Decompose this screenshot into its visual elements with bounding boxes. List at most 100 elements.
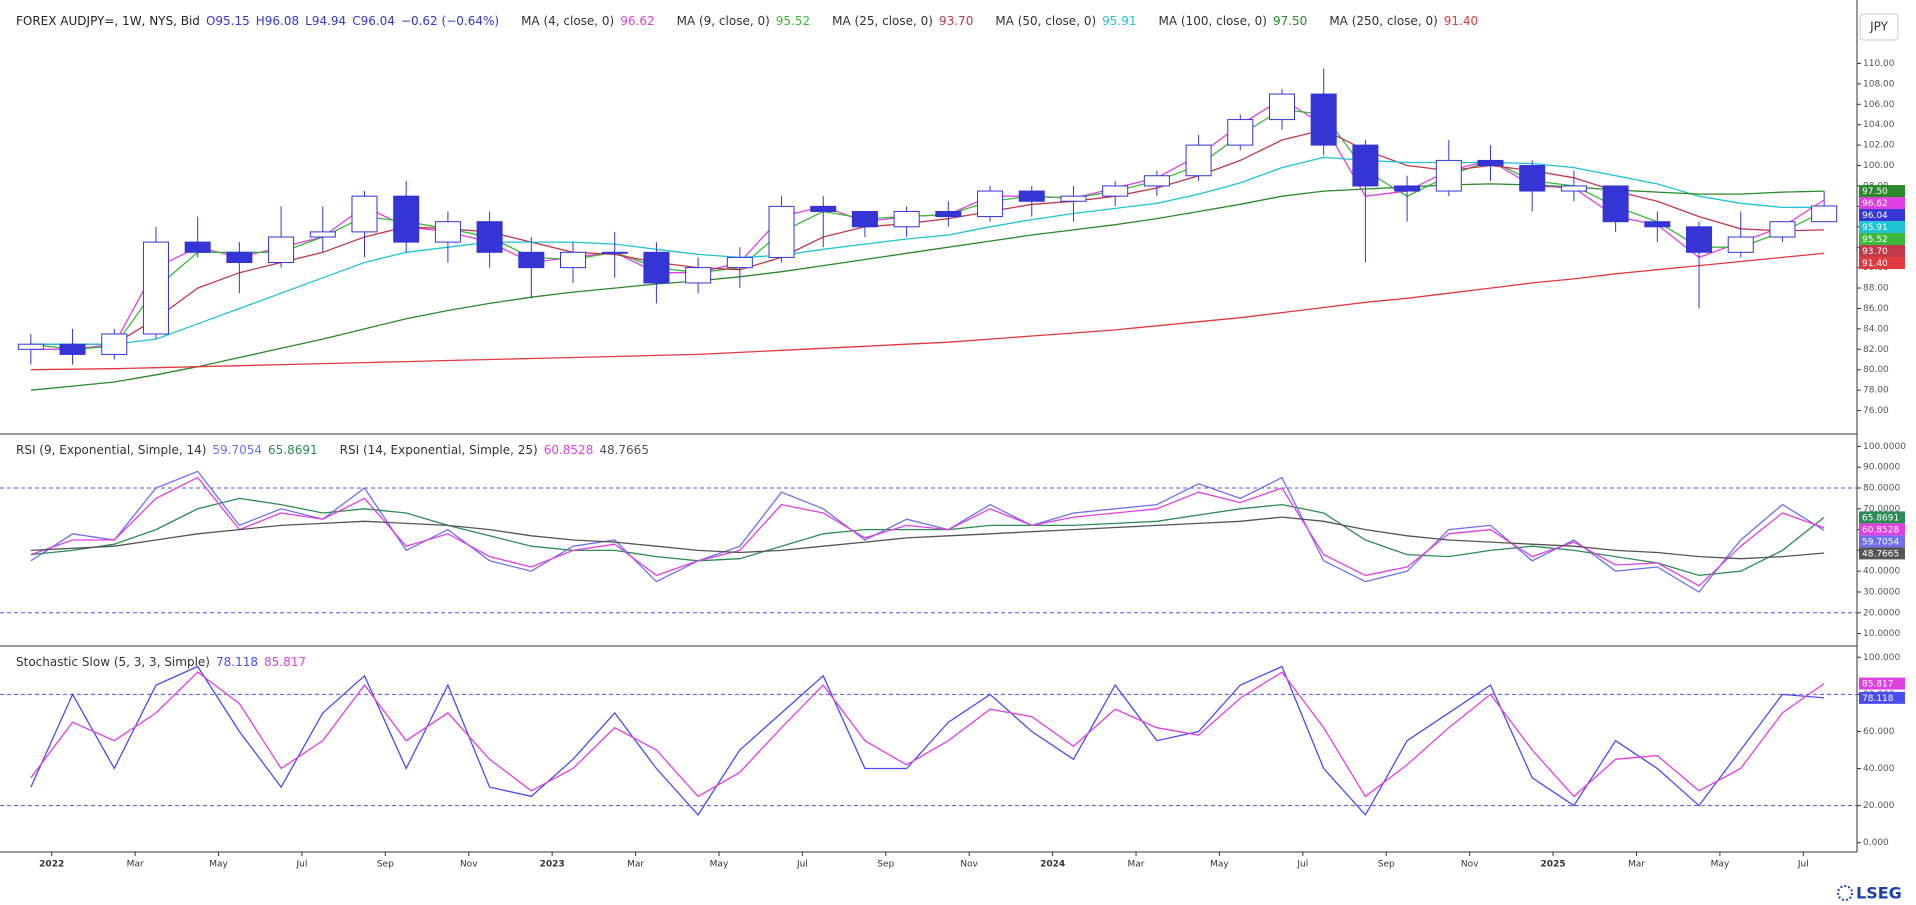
ohlc-label: L94.94 bbox=[305, 14, 347, 28]
last-value-box bbox=[1859, 185, 1905, 198]
last-value-box bbox=[1859, 547, 1905, 560]
legend-value: 95.52 bbox=[775, 14, 811, 28]
candle-body bbox=[476, 221, 503, 253]
x-tick-label: Jul bbox=[796, 860, 808, 870]
legend-value: 60.8528 bbox=[543, 443, 594, 457]
legend-value: 65.8691 bbox=[268, 443, 318, 457]
y-tick-label: 82.00 bbox=[1863, 345, 1889, 355]
brand-logo: LSEG bbox=[1837, 884, 1902, 903]
y-tick-label: 86.00 bbox=[1863, 304, 1889, 314]
y-tick-label: 90.0000 bbox=[1863, 463, 1900, 473]
candle-body bbox=[1268, 93, 1296, 121]
x-tick-label: Nov bbox=[960, 860, 978, 870]
x-tick-label: Mar bbox=[627, 860, 644, 870]
currency-button-label[interactable]: JPY bbox=[1869, 20, 1889, 34]
candle-body bbox=[1435, 159, 1462, 192]
x-tick-label: Sep bbox=[377, 860, 394, 870]
last-value-box bbox=[1859, 221, 1905, 234]
ohlc-label: H96.08 bbox=[255, 14, 300, 28]
y-tick-label: 100.000 bbox=[1863, 653, 1900, 663]
x-tick-label: Mar bbox=[1628, 860, 1645, 870]
x-tick-label: 2022 bbox=[39, 860, 64, 870]
candle-body bbox=[268, 236, 295, 264]
candle-body bbox=[1227, 119, 1254, 146]
candle-body bbox=[1143, 175, 1170, 187]
ohlc-label: O95.15 bbox=[205, 14, 250, 28]
candle-body bbox=[1185, 144, 1212, 177]
legend-value: 91.40 bbox=[1443, 14, 1479, 28]
x-tick-label: Jul bbox=[1797, 860, 1809, 870]
ohlc-label: C96.04 bbox=[352, 14, 395, 28]
last-value-label: 48.7665 bbox=[1862, 549, 1899, 559]
y-tick-label: 88.00 bbox=[1863, 284, 1889, 294]
indicator-line bbox=[30, 470, 1825, 593]
x-tick-label: 2024 bbox=[1040, 860, 1065, 870]
legend-name: RSI (9, Exponential, Simple, 14) bbox=[16, 443, 207, 457]
candle-body bbox=[685, 267, 712, 284]
candle-body bbox=[851, 210, 878, 228]
candle-body bbox=[351, 195, 378, 233]
y-tick-label: 40.000 bbox=[1863, 764, 1895, 774]
last-value-label: 95.91 bbox=[1862, 223, 1888, 233]
last-value-box bbox=[1859, 233, 1905, 246]
y-tick-label: 100.00 bbox=[1863, 161, 1895, 171]
x-tick-label: Sep bbox=[1378, 860, 1395, 870]
change-label: −0.62 (−0.64%) bbox=[400, 14, 500, 28]
candle-body bbox=[643, 251, 670, 284]
last-value-box bbox=[1859, 511, 1905, 524]
y-tick-label: 78.00 bbox=[1863, 386, 1889, 396]
last-value-box bbox=[1859, 209, 1905, 222]
indicator-line bbox=[30, 156, 1825, 345]
legend-value: 96.62 bbox=[620, 14, 655, 28]
x-tick-label: May bbox=[710, 860, 729, 870]
indicator-line bbox=[30, 665, 1825, 817]
x-tick-label: Sep bbox=[877, 860, 894, 870]
candle-body bbox=[1310, 93, 1337, 146]
x-tick-label: Jul bbox=[1296, 860, 1308, 870]
currency-button[interactable] bbox=[1859, 13, 1899, 41]
legend-value: 85.817 bbox=[263, 655, 306, 669]
candle-body bbox=[1811, 205, 1838, 223]
x-tick-label: Nov bbox=[460, 860, 478, 870]
last-value-box bbox=[1859, 257, 1905, 270]
x-tick-label: Mar bbox=[1128, 860, 1145, 870]
candle-body bbox=[1560, 185, 1587, 192]
indicator-line bbox=[30, 252, 1825, 371]
x-tick-label: 2025 bbox=[1541, 860, 1566, 870]
candle-body bbox=[601, 251, 628, 254]
y-tick-label: 108.00 bbox=[1863, 79, 1895, 89]
last-value-box bbox=[1859, 691, 1905, 704]
y-tick-label: 80.0000 bbox=[1863, 484, 1900, 494]
legend-name: MA (9, close, 0) bbox=[676, 14, 770, 28]
candle-body bbox=[434, 221, 461, 243]
x-tick-label: Mar bbox=[127, 860, 144, 870]
x-tick-label: Nov bbox=[1461, 860, 1479, 870]
last-value-label: 97.50 bbox=[1862, 187, 1888, 197]
legend-value: 48.7665 bbox=[599, 443, 649, 457]
last-value-box bbox=[1859, 535, 1905, 548]
last-value-label: 96.62 bbox=[1862, 199, 1888, 209]
last-value-label: 78.118 bbox=[1862, 694, 1894, 704]
candle-body bbox=[518, 251, 545, 269]
y-tick-label: 40.0000 bbox=[1863, 567, 1900, 577]
candle-body bbox=[1060, 195, 1087, 202]
legend-name: MA (250, close, 0) bbox=[1329, 14, 1438, 28]
legend-name: MA (25, close, 0) bbox=[832, 14, 933, 28]
x-tick-label: Jul bbox=[296, 860, 308, 870]
y-tick-label: 110.00 bbox=[1863, 59, 1895, 69]
candle-body bbox=[226, 251, 253, 264]
legend-value: 95.91 bbox=[1102, 14, 1137, 28]
candle-body bbox=[1686, 226, 1713, 253]
last-value-label: 85.817 bbox=[1862, 680, 1894, 690]
last-value-box bbox=[1859, 677, 1905, 690]
brand-name: LSEG bbox=[1856, 884, 1902, 903]
candle-body bbox=[142, 241, 169, 335]
candle-body bbox=[893, 210, 920, 228]
last-value-label: 91.40 bbox=[1862, 259, 1888, 269]
last-value-label: 93.70 bbox=[1862, 247, 1888, 257]
indicator-line bbox=[30, 476, 1825, 587]
candle-body bbox=[1394, 185, 1421, 192]
candle-body bbox=[977, 190, 1004, 218]
y-tick-label: 84.00 bbox=[1863, 324, 1889, 334]
